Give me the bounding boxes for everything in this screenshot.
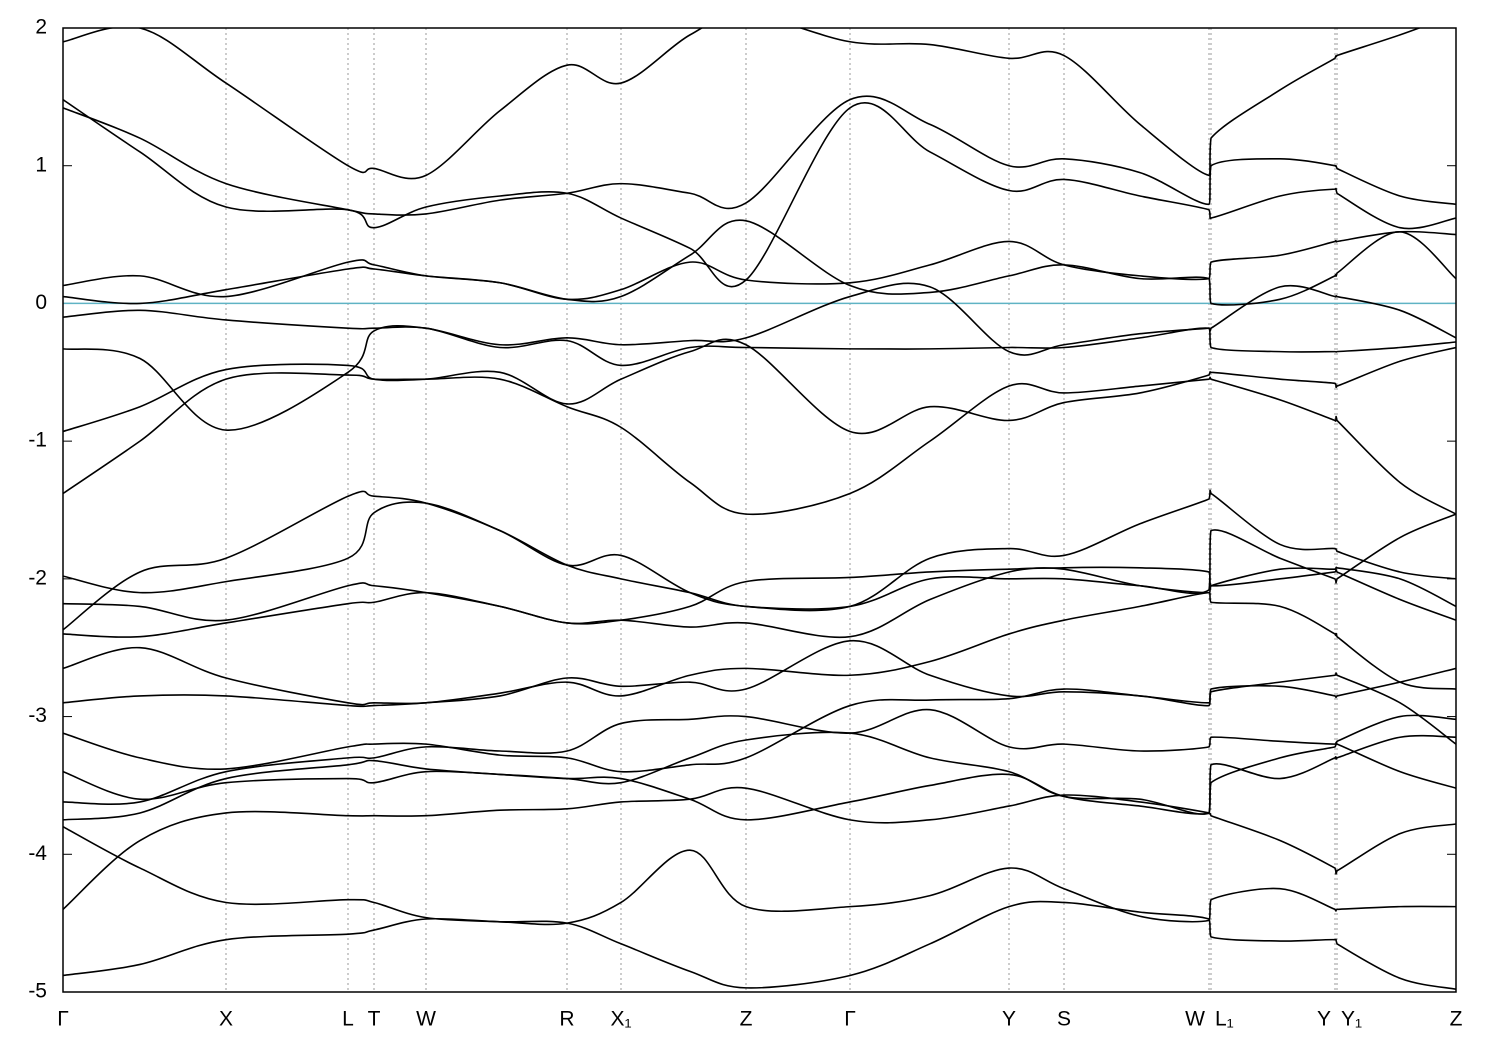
- x-tick-label: Γ: [57, 1008, 69, 1031]
- x-tick-label: W: [1185, 1008, 1205, 1031]
- band-line: [63, 900, 1456, 991]
- band-line: [63, 566, 1456, 625]
- y-tick-label: -3: [28, 704, 47, 727]
- x-tick-label: L₁: [1215, 1008, 1234, 1031]
- band-line: [63, 98, 1456, 288]
- band-line: [63, 591, 1456, 706]
- band-line: [63, 28, 1422, 180]
- x-tick-label: X₁: [610, 1008, 631, 1031]
- band-line: [63, 230, 1456, 305]
- bands: [63, 28, 1456, 991]
- y-tick-label: -2: [28, 566, 47, 589]
- band-line: [63, 489, 1456, 612]
- x-tick-label: Γ: [844, 1008, 856, 1031]
- band-line: [63, 338, 1456, 435]
- x-tick-label: Z: [1450, 1008, 1463, 1031]
- band-line: [63, 566, 1456, 639]
- band-line: [63, 282, 1456, 356]
- x-tick-label: Y₁: [1341, 1008, 1362, 1031]
- band-line: [63, 826, 1456, 926]
- y-tick-label: -5: [28, 980, 47, 1003]
- x-tick-label: R: [559, 1008, 574, 1031]
- x-tick-label: Y: [1317, 1008, 1331, 1031]
- x-tick-label: S: [1057, 1008, 1071, 1031]
- y-tick-label: 1: [35, 153, 47, 176]
- x-tick-label: Z: [740, 1008, 753, 1031]
- band-line: [63, 672, 1456, 773]
- band-line: [63, 219, 1456, 306]
- y-tick-label: -1: [28, 429, 47, 452]
- band-line: [63, 490, 1456, 631]
- x-tick-label: Y: [1002, 1008, 1016, 1031]
- band-line: [63, 325, 1456, 431]
- x-tick-label: T: [368, 1008, 381, 1031]
- y-tick-label: -4: [28, 842, 47, 865]
- x-tick-label: W: [416, 1008, 436, 1031]
- band-line: [63, 741, 1456, 821]
- plot-frame: [62, 27, 1457, 993]
- band-line: [63, 372, 1456, 516]
- band-line: [63, 786, 1456, 910]
- band-line: [63, 731, 1456, 815]
- x-tick-label: X: [219, 1008, 233, 1031]
- band-line: [63, 95, 1456, 216]
- y-tick-label: 2: [35, 16, 47, 39]
- y-tick-label: 0: [35, 291, 47, 314]
- x-tick-label: L: [342, 1008, 354, 1031]
- band-line: [63, 640, 1456, 708]
